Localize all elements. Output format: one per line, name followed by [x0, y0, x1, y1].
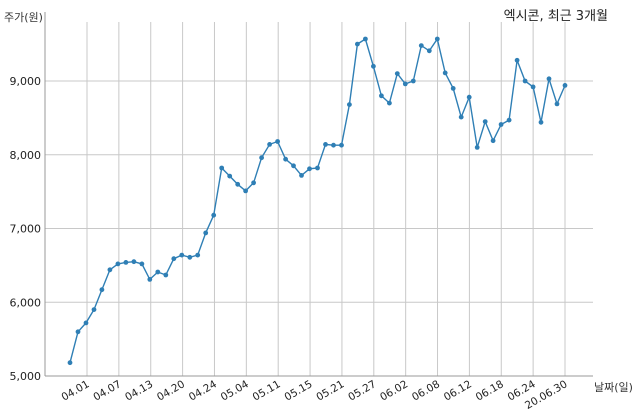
y-axis-label: 주가(원) [4, 11, 43, 24]
data-point [450, 86, 456, 91]
data-point [195, 252, 201, 258]
data-point [394, 71, 400, 76]
x-tick-label: 04.20 [155, 378, 187, 403]
data-point [267, 142, 272, 147]
x-tick-label: 05.21 [314, 378, 346, 403]
x-tick-label: 05.15 [283, 378, 315, 403]
data-point [562, 83, 568, 88]
y-tick-label: 9,000 [10, 75, 42, 88]
x-tick-label: 06.08 [410, 378, 442, 403]
data-point [331, 142, 336, 148]
data-point [91, 307, 97, 312]
x-axis-label: 날짜(일) [594, 381, 633, 394]
data-point [482, 119, 488, 124]
data-point [243, 188, 249, 194]
data-point [554, 101, 560, 107]
data-point [179, 252, 185, 258]
data-point [418, 43, 424, 48]
data-point [466, 94, 472, 100]
x-tick-label: 04.24 [187, 378, 219, 404]
data-point [426, 48, 432, 54]
data-point [123, 260, 129, 265]
data-point [355, 41, 360, 47]
data-point [434, 36, 440, 42]
data-point [363, 36, 368, 42]
chart-title: 엑시콘, 최근 3개월 [503, 9, 608, 24]
grid [45, 22, 593, 377]
data-point [538, 119, 544, 125]
data-point [291, 163, 296, 169]
x-tick-label: 05.27 [346, 378, 378, 403]
x-tick-label: 05.04 [219, 378, 251, 404]
data-point [83, 320, 89, 326]
data-point [323, 142, 328, 147]
data-point [530, 84, 536, 90]
series [67, 36, 568, 366]
data-point [275, 139, 280, 144]
data-point [211, 212, 217, 218]
y-tick-label: 7,000 [10, 223, 42, 236]
data-point [458, 114, 464, 120]
x-ticks: 04.01 04.07 04.13 04.20 04.24 05.04 05.11 05.15… [59, 378, 569, 412]
data-point [387, 100, 392, 106]
data-point [227, 173, 233, 179]
data-point [99, 287, 105, 293]
data-point [131, 259, 137, 265]
data-point [379, 93, 384, 99]
x-tick-label: 06.02 [378, 378, 410, 403]
data-point [171, 256, 177, 262]
x-tick-label: 05.11 [251, 378, 283, 403]
y-tick-label: 8,000 [10, 149, 42, 162]
data-point [347, 102, 352, 107]
data-point [107, 267, 113, 273]
x-tick-label: 04.07 [91, 378, 123, 403]
x-tick-label: 06.18 [474, 378, 506, 403]
data-point [203, 230, 209, 236]
y-ticks: 5,000 6,000 7,000 8,000 9,000 [10, 75, 42, 383]
data-point [514, 57, 520, 63]
data-point [546, 76, 552, 82]
data-point [339, 142, 344, 148]
data-point [67, 360, 73, 366]
data-point [163, 272, 169, 278]
x-tick-label: 04.01 [59, 378, 91, 403]
data-point [315, 165, 320, 171]
axes [44, 12, 593, 377]
y-tick-label: 6,000 [10, 296, 42, 309]
data-point [139, 261, 145, 267]
data-point [490, 138, 496, 144]
data-point [155, 269, 161, 275]
data-point [115, 261, 121, 267]
data-point [75, 329, 81, 335]
y-tick-label: 5,000 [10, 370, 42, 383]
x-tick-label: 04.13 [123, 378, 155, 403]
data-point [235, 181, 241, 187]
data-point [147, 277, 153, 282]
data-point [402, 81, 408, 87]
price-line [69, 37, 566, 363]
data-point [259, 155, 264, 161]
data-point [506, 117, 512, 123]
data-point [498, 122, 504, 127]
data-point [442, 70, 448, 76]
data-point [371, 63, 376, 69]
data-point [187, 254, 193, 260]
data-point [522, 78, 528, 84]
data-point [410, 78, 416, 84]
data-point [283, 156, 288, 162]
data-point [474, 145, 480, 150]
data-point [219, 165, 225, 171]
data-point [299, 173, 304, 178]
data-point [307, 166, 312, 172]
x-tick-label: 06.12 [442, 378, 474, 403]
data-point [251, 180, 256, 186]
